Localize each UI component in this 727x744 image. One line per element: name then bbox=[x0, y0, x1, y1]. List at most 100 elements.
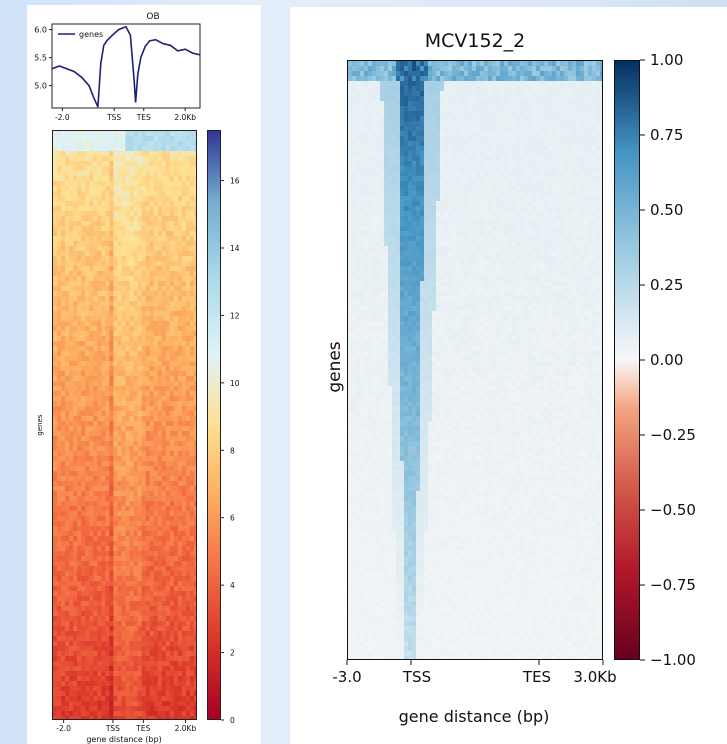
heatmap-left-cell bbox=[57, 616, 62, 622]
heatmap-left-cell bbox=[101, 131, 106, 137]
heatmap-left-cell bbox=[185, 666, 191, 672]
heatmap-left-cell bbox=[85, 631, 90, 637]
heatmap-left-cell bbox=[137, 716, 142, 719]
heatmap-right-cell bbox=[428, 96, 433, 102]
heatmap-left-cell bbox=[193, 626, 196, 632]
heatmap-left-cell bbox=[53, 441, 58, 447]
heatmap-left-cell bbox=[181, 376, 187, 382]
heatmap-left-cell bbox=[85, 386, 90, 392]
heatmap-left-cell bbox=[169, 166, 175, 172]
heatmap-left-cell bbox=[129, 691, 134, 697]
heatmap-left-cell bbox=[189, 321, 195, 327]
heatmap-left-cell bbox=[57, 211, 62, 217]
heatmap-left-cell bbox=[173, 206, 179, 212]
heatmap-left-cell bbox=[185, 716, 191, 719]
heatmap-left-cell bbox=[121, 596, 126, 602]
heatmap-left-cell bbox=[81, 451, 86, 457]
heatmap-left-cell bbox=[89, 571, 94, 577]
heatmap-left-cell bbox=[153, 531, 159, 537]
heatmap-left-cell bbox=[117, 181, 122, 187]
heatmap-right-cell bbox=[592, 66, 597, 72]
heatmap-left-cell bbox=[165, 566, 171, 572]
heatmap-left-cell bbox=[57, 486, 62, 492]
heatmap-left-cell bbox=[145, 646, 150, 652]
heatmap-left-cell bbox=[117, 591, 122, 597]
heatmap-left-cell bbox=[169, 406, 175, 412]
heatmap-left-cell bbox=[193, 341, 196, 347]
heatmap-left-cell bbox=[153, 521, 159, 527]
heatmap-left-cell bbox=[137, 416, 142, 422]
heatmap-left-cell bbox=[161, 661, 167, 667]
heatmap-left-cell bbox=[177, 316, 183, 322]
heatmap-left-cell bbox=[161, 311, 167, 317]
heatmap-left-cell bbox=[53, 691, 58, 697]
heatmap-left-cell bbox=[109, 451, 114, 457]
heatmap-left-cell bbox=[189, 706, 195, 712]
heatmap-right-cell bbox=[532, 76, 537, 82]
heatmap-left-cell bbox=[57, 691, 62, 697]
heatmap-left-cell bbox=[89, 301, 94, 307]
heatmap-left-cell bbox=[73, 346, 78, 352]
heatmap-left-cell bbox=[97, 596, 102, 602]
heatmap-left-cell bbox=[117, 441, 122, 447]
heatmap-left-cell bbox=[113, 456, 118, 462]
heatmap-left-cell bbox=[125, 356, 130, 362]
heatmap-left-cell bbox=[125, 166, 130, 172]
heatmap-left-cell bbox=[61, 716, 66, 719]
heatmap-left-cell bbox=[181, 536, 187, 542]
heatmap-left-cell bbox=[65, 401, 70, 407]
heatmap-left-cell bbox=[125, 646, 130, 652]
heatmap-left-cell bbox=[109, 246, 114, 252]
heatmap-left-cell bbox=[129, 131, 134, 137]
heatmap-left-cell bbox=[129, 706, 134, 712]
heatmap-right-cell bbox=[352, 101, 357, 107]
heatmap-right-cell bbox=[388, 91, 393, 97]
heatmap-right-cell bbox=[492, 66, 497, 72]
heatmap-left-cell bbox=[57, 136, 62, 142]
heatmap-right-cell bbox=[444, 96, 449, 102]
heatmap-left-cell bbox=[93, 696, 98, 702]
heatmap-left-cell bbox=[193, 231, 196, 237]
heatmap-left-cell bbox=[113, 676, 118, 682]
heatmap-left-cell bbox=[121, 616, 126, 622]
heatmap-left-cell bbox=[161, 401, 167, 407]
heatmap-left-cell bbox=[109, 241, 114, 247]
heatmap-left-cell bbox=[57, 556, 62, 562]
heatmap-left-cell bbox=[129, 356, 134, 362]
heatmap-left-cell bbox=[89, 701, 94, 707]
heatmap-left-cell bbox=[193, 656, 196, 662]
heatmap-left-cell bbox=[157, 236, 163, 242]
heatmap-left-cell bbox=[97, 266, 102, 272]
heatmap-left-cell bbox=[53, 526, 58, 532]
heatmap-left-cell bbox=[85, 486, 90, 492]
heatmap-left-cell bbox=[73, 276, 78, 282]
heatmap-left-cell bbox=[81, 196, 86, 202]
heatmap-left-cell bbox=[101, 436, 106, 442]
heatmap-left-cell bbox=[89, 596, 94, 602]
heatmap-left-cell bbox=[113, 666, 118, 672]
heatmap-left-cell bbox=[153, 236, 159, 242]
heatmap-left-cell bbox=[173, 346, 179, 352]
heatmap-right-cell bbox=[476, 86, 481, 92]
heatmap-left-cell bbox=[113, 376, 118, 382]
heatmap-left-cell bbox=[117, 166, 122, 172]
heatmap-left-cell bbox=[169, 131, 175, 137]
heatmap-left-cell bbox=[161, 341, 167, 347]
heatmap-left-cell bbox=[101, 166, 106, 172]
heatmap-left-cell bbox=[133, 381, 138, 387]
heatmap-left-cell bbox=[121, 406, 126, 412]
heatmap-left-cell bbox=[97, 441, 102, 447]
heatmap-right-cell bbox=[392, 101, 397, 107]
heatmap-left-cell bbox=[173, 131, 179, 137]
heatmap-left-cell bbox=[145, 521, 150, 527]
heatmap-left-cell bbox=[145, 571, 150, 577]
heatmap-left-cell bbox=[97, 186, 102, 192]
heatmap-left-cell bbox=[137, 441, 142, 447]
heatmap-left-cell bbox=[73, 271, 78, 277]
heatmap-left-cell bbox=[161, 181, 167, 187]
heatmap-right-cell bbox=[364, 101, 369, 107]
heatmap-left-cell bbox=[149, 211, 154, 217]
heatmap-left-cell bbox=[165, 261, 171, 267]
heatmap-right-cell bbox=[372, 101, 377, 107]
heatmap-left-cell bbox=[129, 186, 134, 192]
